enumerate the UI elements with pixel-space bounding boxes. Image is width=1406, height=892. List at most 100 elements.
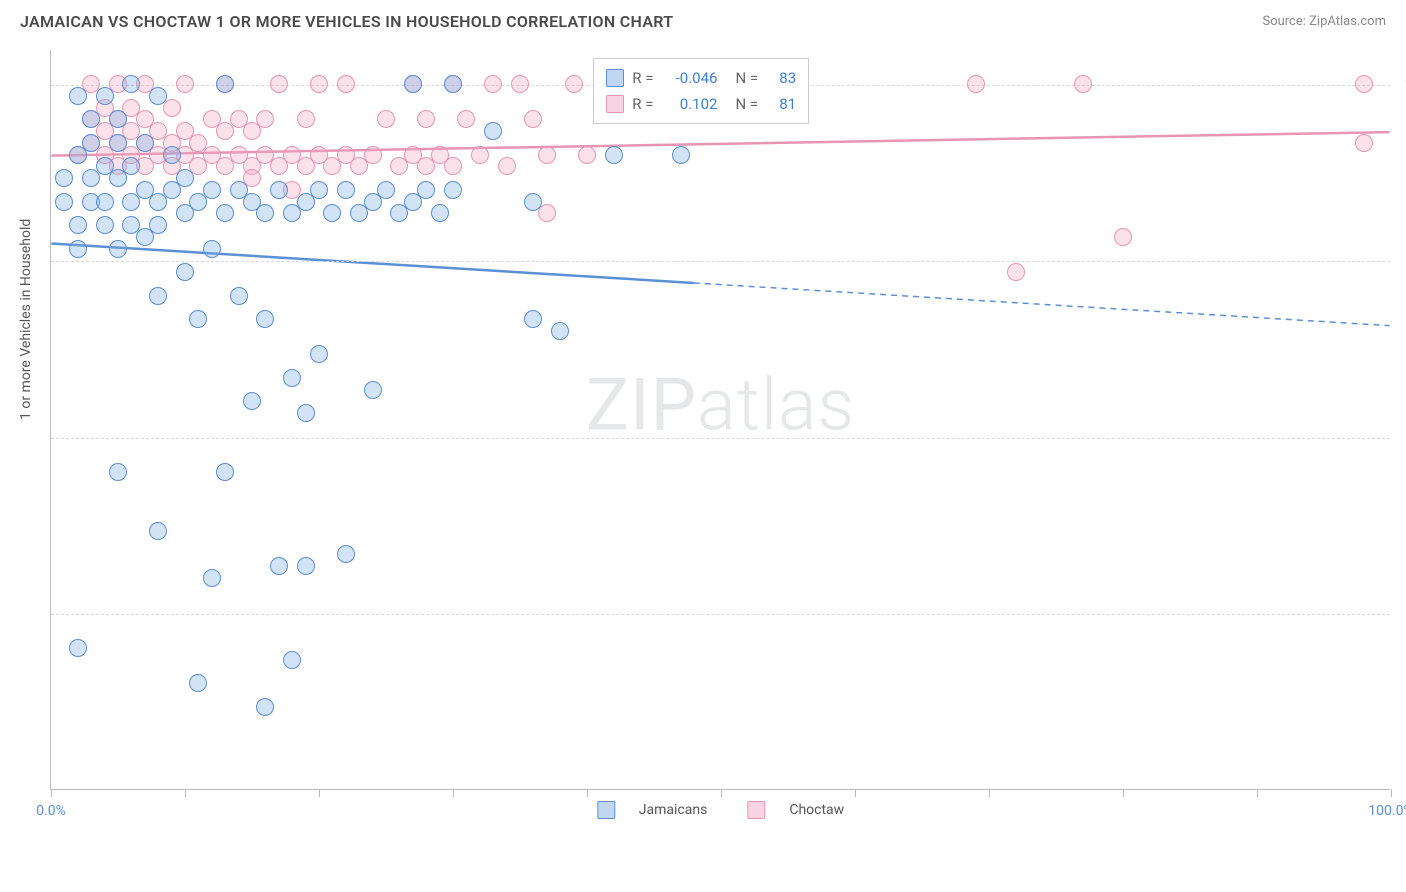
gridline — [51, 438, 1390, 439]
legend-label: Jamaicans — [639, 802, 708, 818]
data-point — [310, 75, 328, 93]
data-point — [176, 169, 194, 187]
data-point — [189, 674, 207, 692]
stat-r: 0.102 — [661, 95, 717, 113]
data-point — [484, 75, 502, 93]
data-point — [297, 557, 315, 575]
data-point — [55, 169, 73, 187]
gridline — [51, 614, 1390, 615]
data-point — [149, 87, 167, 105]
data-point — [310, 345, 328, 363]
data-point — [82, 110, 100, 128]
data-point — [967, 75, 985, 93]
data-point — [484, 122, 502, 140]
data-point — [96, 193, 114, 211]
data-point — [498, 157, 516, 175]
x-tick — [453, 789, 454, 797]
scatter-chart: ZIPatlas 55.0%70.0%85.0%100.0%0.0%100.0%… — [50, 50, 1390, 790]
legend-swatch — [747, 801, 765, 819]
legend-swatch — [606, 95, 624, 113]
data-point — [176, 263, 194, 281]
x-tick — [1123, 789, 1124, 797]
data-point — [417, 181, 435, 199]
data-point — [109, 240, 127, 258]
data-point — [364, 381, 382, 399]
data-point — [96, 216, 114, 234]
x-tick — [319, 789, 320, 797]
data-point — [270, 557, 288, 575]
data-point — [109, 134, 127, 152]
data-point — [524, 110, 542, 128]
data-point — [431, 204, 449, 222]
data-point — [444, 181, 462, 199]
data-point — [216, 75, 234, 93]
data-point — [297, 110, 315, 128]
stat-n: 83 — [766, 69, 796, 87]
data-point — [270, 75, 288, 93]
data-point — [149, 287, 167, 305]
stat-label: R = — [632, 69, 653, 87]
data-point — [69, 87, 87, 105]
stat-label: N = — [735, 69, 758, 87]
legend-label: Choctaw — [789, 802, 844, 818]
stat-label: R = — [632, 95, 653, 113]
watermark-bold: ZIP — [586, 362, 697, 447]
data-point — [216, 204, 234, 222]
data-point — [1074, 75, 1092, 93]
data-point — [1114, 228, 1132, 246]
data-point — [122, 157, 140, 175]
data-point — [471, 146, 489, 164]
data-point — [1355, 75, 1373, 93]
x-tick — [1391, 789, 1392, 797]
x-tick — [1257, 789, 1258, 797]
data-point — [297, 404, 315, 422]
watermark: ZIPatlas — [586, 362, 855, 447]
data-point — [243, 392, 261, 410]
y-axis-label: 1 or more Vehicles in Household — [18, 219, 34, 420]
data-point — [511, 75, 529, 93]
stat-r: -0.046 — [661, 69, 717, 87]
data-point — [256, 110, 274, 128]
data-point — [256, 698, 274, 716]
data-point — [444, 157, 462, 175]
data-point — [163, 146, 181, 164]
data-point — [283, 369, 301, 387]
x-tick-label: 0.0% — [36, 803, 66, 819]
data-point — [605, 146, 623, 164]
x-tick — [51, 789, 52, 797]
data-point — [538, 146, 556, 164]
data-point — [417, 110, 435, 128]
data-point — [256, 204, 274, 222]
data-point — [96, 87, 114, 105]
data-point — [69, 216, 87, 234]
stats-legend: R =-0.046N =83R =0.102N =81 — [593, 58, 809, 124]
data-point — [69, 639, 87, 657]
data-point — [176, 75, 194, 93]
data-point — [283, 651, 301, 669]
chart-source: Source: ZipAtlas.com — [1262, 14, 1386, 29]
legend-swatch — [597, 801, 615, 819]
data-point — [323, 204, 341, 222]
data-point — [69, 240, 87, 258]
data-point — [578, 146, 596, 164]
data-point — [672, 146, 690, 164]
legend-swatch — [606, 69, 624, 87]
data-point — [270, 181, 288, 199]
x-tick — [587, 789, 588, 797]
data-point — [565, 75, 583, 93]
data-point — [230, 287, 248, 305]
bottom-legend: Jamaicans Choctaw — [597, 801, 844, 819]
data-point — [364, 146, 382, 164]
data-point — [189, 310, 207, 328]
chart-title: JAMAICAN VS CHOCTAW 1 OR MORE VEHICLES I… — [20, 12, 673, 31]
data-point — [55, 193, 73, 211]
data-point — [203, 240, 221, 258]
data-point — [1007, 263, 1025, 281]
data-point — [149, 522, 167, 540]
data-point — [337, 75, 355, 93]
data-point — [551, 322, 569, 340]
data-point — [216, 463, 234, 481]
gridline — [51, 261, 1390, 262]
x-tick — [185, 789, 186, 797]
data-point — [122, 75, 140, 93]
